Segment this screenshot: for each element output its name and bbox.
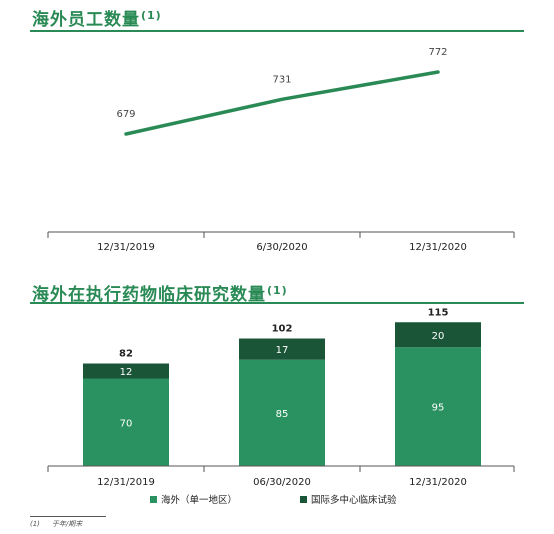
staff-data-label: 679 xyxy=(116,109,135,120)
trials-x-tick-label: 06/30/2020 xyxy=(253,477,311,488)
footnote-rule xyxy=(30,516,106,517)
staff-x-tick-label: 6/30/2020 xyxy=(256,242,307,253)
bar-multi-center-label: 20 xyxy=(432,331,445,342)
bar-overseas-single-label: 85 xyxy=(276,409,289,420)
bar-total-label: 115 xyxy=(428,307,449,318)
staff-line xyxy=(124,70,440,136)
footnote: (1) 于年/期末 xyxy=(30,520,83,528)
legend-swatch-overseas-single xyxy=(150,496,157,503)
bar-multi-center-label: 17 xyxy=(276,345,289,356)
bar-overseas-single xyxy=(395,347,481,466)
bar-multi-center xyxy=(395,322,481,348)
staff-x-tick-label: 12/31/2019 xyxy=(97,242,155,253)
bar-overseas-single xyxy=(239,359,325,466)
bar-overseas-single xyxy=(83,378,169,466)
legend-label-overseas-single: 海外（单一地区） xyxy=(161,494,237,506)
staff-title-rule xyxy=(30,30,524,32)
legend-swatch-multi-center xyxy=(300,496,307,503)
legend-label-multi-center: 国际多中心临床试验 xyxy=(311,494,397,506)
bar-multi-center xyxy=(239,338,325,360)
bar-overseas-single-label: 70 xyxy=(120,418,133,429)
bar-multi-center-label: 12 xyxy=(120,367,133,378)
bar-total-label: 102 xyxy=(272,324,293,335)
staff-x-tick-label: 12/31/2020 xyxy=(409,242,467,253)
staff-data-label: 772 xyxy=(428,47,447,58)
trials-x-tick-label: 12/31/2019 xyxy=(97,477,155,488)
staff-data-label: 731 xyxy=(272,74,291,85)
bar-total-label: 82 xyxy=(119,349,133,360)
trials-title-rule xyxy=(30,302,524,304)
trials-chart-title: 海外在执行药物临床研究数量(1) xyxy=(32,284,288,305)
bar-overseas-single-label: 95 xyxy=(432,403,445,414)
bar-multi-center xyxy=(83,363,169,379)
trials-x-tick-label: 12/31/2020 xyxy=(409,477,467,488)
staff-chart-title: 海外员工数量(1) xyxy=(32,9,162,30)
